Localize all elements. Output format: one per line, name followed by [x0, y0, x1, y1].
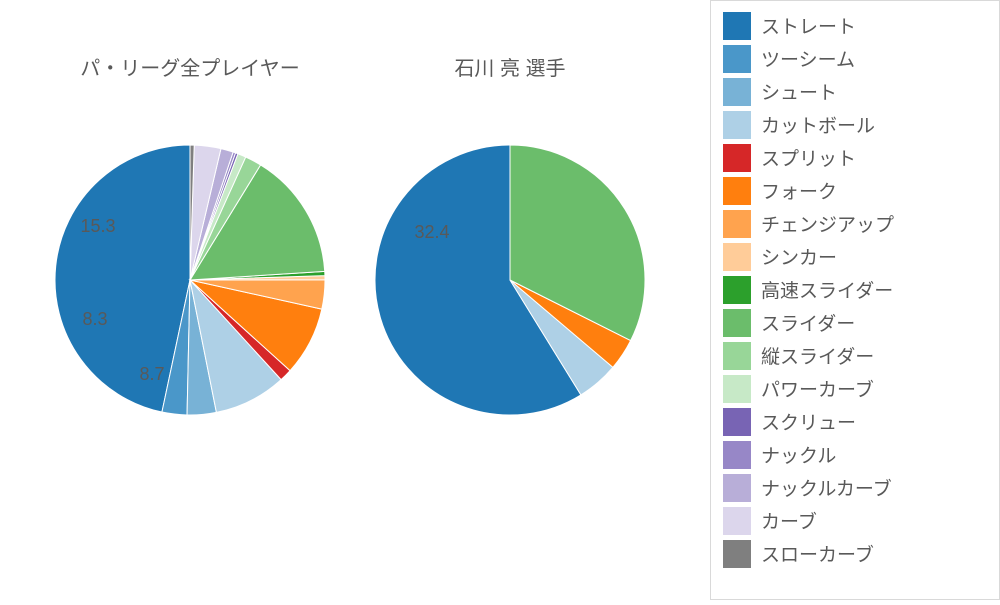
legend-item-split: スプリット: [723, 141, 987, 174]
legend-label-straight: ストレート: [761, 12, 856, 39]
legend-swatch-shoot: [723, 78, 751, 106]
legend-label-fork: フォーク: [761, 177, 837, 204]
chart-area: パ・リーグ全プレイヤー46.98.78.315.3石川 亮 選手58.832.4: [0, 0, 700, 600]
legend-item-sinker: シンカー: [723, 240, 987, 273]
legend-item-straight: ストレート: [723, 9, 987, 42]
legend-swatch-curve: [723, 507, 751, 535]
legend-swatch-cutball: [723, 111, 751, 139]
legend-item-slider: スライダー: [723, 306, 987, 339]
legend-swatch-changeup: [723, 210, 751, 238]
pie-label-league-fork: 8.3: [82, 309, 107, 329]
legend-label-vert_slider: 縦スライダー: [761, 342, 874, 369]
legend-label-power_curve: パワーカーブ: [761, 375, 874, 402]
legend-item-twoseam: ツーシーム: [723, 42, 987, 75]
legend-swatch-power_curve: [723, 375, 751, 403]
legend-label-shoot: シュート: [761, 78, 837, 105]
legend-label-slider: スライダー: [761, 309, 855, 336]
legend-item-curve: カーブ: [723, 504, 987, 537]
pie-label-player-slider: 32.4: [414, 222, 449, 242]
legend-item-vert_slider: 縦スライダー: [723, 339, 987, 372]
legend-label-fast_slider: 高速スライダー: [761, 276, 893, 303]
legend-item-shoot: シュート: [723, 75, 987, 108]
legend-item-slow_curve: スローカーブ: [723, 537, 987, 570]
pie-slice-league-straight: [55, 145, 190, 412]
legend-swatch-straight: [723, 12, 751, 40]
legend-swatch-fork: [723, 177, 751, 205]
pie-title-player: 石川 亮 選手: [454, 57, 565, 80]
legend-swatch-sinker: [723, 243, 751, 271]
legend-label-knuckle: ナックル: [761, 441, 836, 468]
legend-label-twoseam: ツーシーム: [761, 45, 855, 72]
legend-label-knuckle_curve: ナックルカーブ: [761, 474, 892, 501]
legend-swatch-screw: [723, 408, 751, 436]
legend-item-screw: スクリュー: [723, 405, 987, 438]
pie-label-league-slider: 15.3: [80, 216, 115, 236]
legend: ストレートツーシームシュートカットボールスプリットフォークチェンジアップシンカー…: [710, 0, 1000, 600]
pie-charts-svg: パ・リーグ全プレイヤー46.98.78.315.3石川 亮 選手58.832.4: [0, 0, 700, 600]
legend-label-sinker: シンカー: [761, 243, 837, 270]
legend-label-screw: スクリュー: [761, 408, 856, 435]
legend-label-cutball: カットボール: [761, 111, 875, 138]
legend-label-changeup: チェンジアップ: [761, 210, 894, 237]
legend-swatch-slider: [723, 309, 751, 337]
legend-item-knuckle_curve: ナックルカーブ: [723, 471, 987, 504]
legend-label-slow_curve: スローカーブ: [761, 540, 874, 567]
legend-label-split: スプリット: [761, 144, 856, 171]
legend-swatch-split: [723, 144, 751, 172]
legend-swatch-twoseam: [723, 45, 751, 73]
legend-label-curve: カーブ: [761, 507, 817, 534]
legend-item-fork: フォーク: [723, 174, 987, 207]
legend-swatch-vert_slider: [723, 342, 751, 370]
pie-title-league: パ・リーグ全プレイヤー: [80, 57, 299, 80]
legend-item-cutball: カットボール: [723, 108, 987, 141]
legend-item-power_curve: パワーカーブ: [723, 372, 987, 405]
legend-swatch-fast_slider: [723, 276, 751, 304]
legend-swatch-knuckle: [723, 441, 751, 469]
legend-swatch-slow_curve: [723, 540, 751, 568]
pie-label-league-cutball: 8.7: [139, 364, 164, 384]
legend-item-fast_slider: 高速スライダー: [723, 273, 987, 306]
legend-item-changeup: チェンジアップ: [723, 207, 987, 240]
legend-swatch-knuckle_curve: [723, 474, 751, 502]
legend-item-knuckle: ナックル: [723, 438, 987, 471]
